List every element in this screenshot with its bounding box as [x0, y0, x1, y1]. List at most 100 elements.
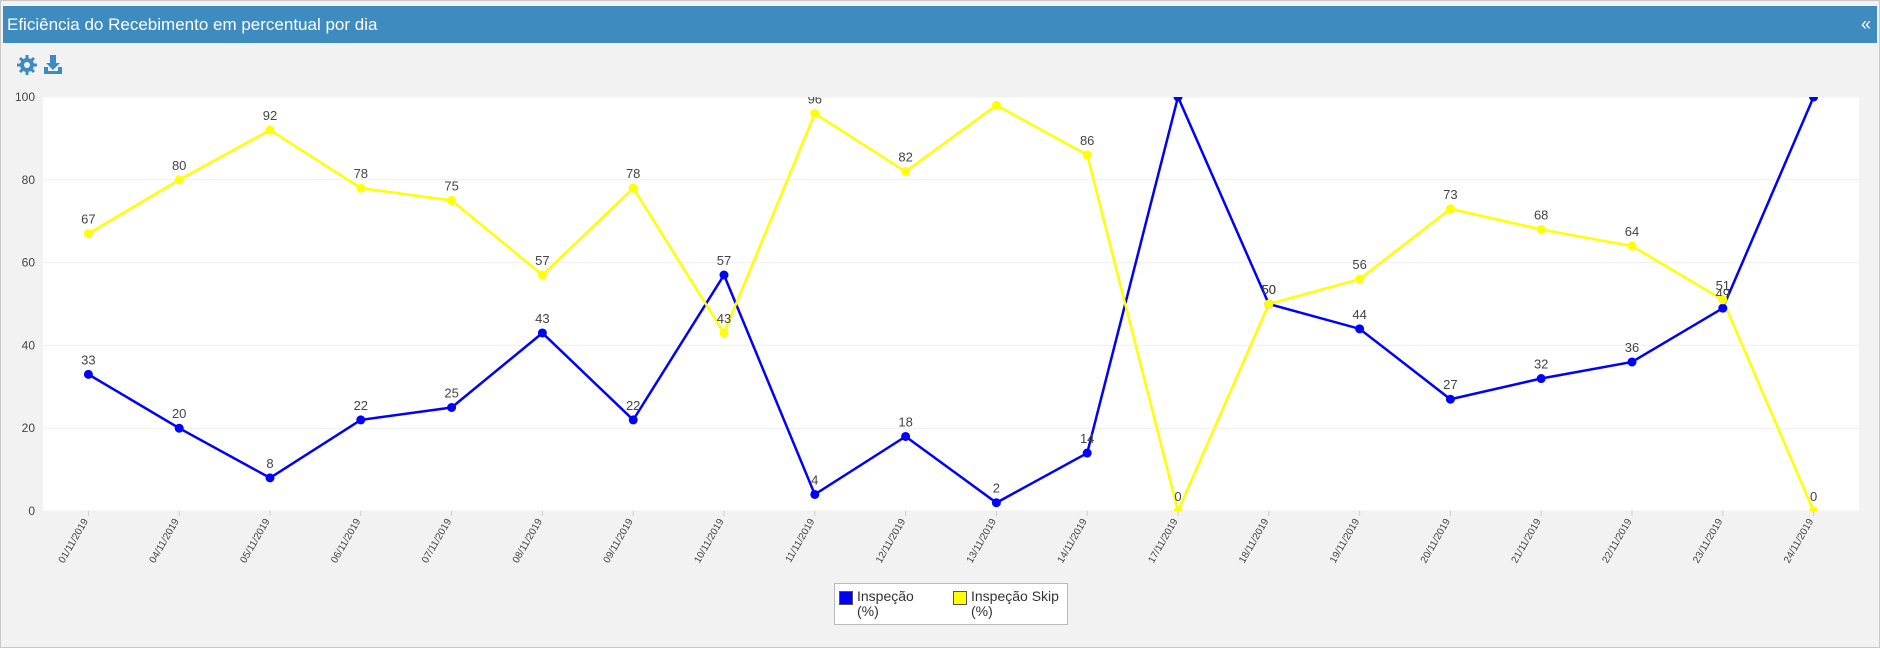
legend-swatch: [839, 591, 853, 605]
x-tick-label: 19/11/2019: [1328, 517, 1362, 566]
data-label: 86: [1080, 133, 1094, 148]
data-point: [83, 229, 93, 239]
x-tick-label: 23/11/2019: [1691, 517, 1725, 566]
data-label: 0: [1174, 489, 1181, 504]
data-label: 100: [1803, 75, 1825, 90]
data-point: [1082, 448, 1092, 458]
data-label: 4: [811, 472, 818, 487]
x-tick-label: 09/11/2019: [602, 517, 636, 566]
settings-icon[interactable]: [17, 55, 37, 75]
data-label: 18: [898, 414, 912, 429]
data-point: [810, 109, 820, 119]
y-tick-label: 0: [28, 504, 35, 518]
data-point: [1264, 299, 1274, 309]
x-tick-label: 17/11/2019: [1146, 517, 1180, 566]
x-tick-label: 06/11/2019: [329, 517, 363, 566]
data-label: 20: [172, 406, 186, 421]
y-tick-label: 20: [22, 421, 36, 435]
data-label: 98: [989, 83, 1003, 98]
data-label: 27: [1443, 377, 1457, 392]
data-point: [1355, 274, 1365, 284]
data-point: [1718, 295, 1728, 305]
data-label: 25: [444, 386, 458, 401]
x-tick-label: 04/11/2019: [148, 517, 182, 566]
data-label: 22: [354, 398, 368, 413]
x-tick-label: 10/11/2019: [692, 517, 726, 566]
data-point: [991, 498, 1001, 508]
data-point: [1536, 224, 1546, 234]
data-label: 75: [444, 179, 458, 194]
data-label: 44: [1352, 307, 1366, 322]
data-point: [174, 175, 184, 185]
data-label: 57: [717, 253, 731, 268]
data-point: [1627, 241, 1637, 251]
data-label: 67: [81, 212, 95, 227]
data-point: [447, 196, 457, 205]
y-tick-label: 100: [15, 90, 35, 104]
data-label: 43: [535, 311, 549, 326]
x-tick-label: 18/11/2019: [1237, 517, 1271, 566]
data-label: 32: [1534, 357, 1548, 372]
x-tick-label: 13/11/2019: [965, 517, 999, 566]
collapse-button[interactable]: «: [1860, 14, 1871, 34]
data-point: [1173, 506, 1183, 511]
data-point: [265, 473, 275, 483]
x-tick-label: 22/11/2019: [1600, 517, 1634, 566]
x-tick-label: 05/11/2019: [238, 517, 272, 566]
y-tick-label: 60: [22, 256, 36, 270]
data-label: 92: [263, 108, 277, 123]
data-label: 2: [993, 481, 1000, 496]
data-label: 14: [1080, 431, 1094, 446]
data-point: [1355, 324, 1365, 334]
data-point: [628, 183, 638, 193]
download-icon[interactable]: [44, 55, 62, 74]
legend-item[interactable]: Inspeção Skip (%): [953, 589, 1063, 619]
data-point: [1445, 204, 1455, 214]
data-point: [1809, 97, 1819, 102]
data-point: [1718, 303, 1728, 313]
data-label: 82: [898, 150, 912, 165]
data-label: 64: [1625, 224, 1639, 239]
data-label: 50: [1262, 282, 1276, 297]
series-line: [87, 97, 1815, 505]
data-point: [628, 415, 638, 425]
data-point: [265, 125, 275, 135]
data-label: 96: [808, 92, 822, 107]
data-point: [719, 270, 729, 280]
x-tick-label: 08/11/2019: [511, 517, 545, 566]
data-point: [901, 167, 911, 177]
data-point: [83, 369, 93, 379]
data-label: 0: [1810, 489, 1817, 504]
data-label: 36: [1625, 340, 1639, 355]
y-tick-label: 80: [22, 173, 36, 187]
data-point: [447, 403, 457, 412]
x-tick-label: 11/11/2019: [784, 517, 818, 565]
data-point: [1173, 97, 1183, 102]
data-label: 22: [626, 398, 640, 413]
data-point: [1809, 506, 1819, 511]
data-point: [537, 328, 547, 338]
panel-header: Eficiência do Recebimento em percentual …: [3, 6, 1877, 43]
legend: Inspeção (%) Inspeção Skip (%): [834, 583, 1068, 625]
panel-title: Eficiência do Recebimento em percentual …: [7, 15, 378, 34]
legend-item[interactable]: Inspeção (%): [839, 589, 949, 619]
data-label: 50: [1262, 282, 1276, 297]
legend-swatch: [953, 591, 967, 605]
x-tick-label: 01/11/2019: [57, 517, 91, 566]
plot-area: [43, 97, 1859, 511]
data-point: [1082, 150, 1092, 160]
data-point: [719, 328, 729, 338]
y-tick-label: 40: [22, 338, 36, 352]
data-point: [1536, 374, 1546, 384]
x-tick-label: 20/11/2019: [1419, 517, 1453, 566]
data-label: 80: [172, 158, 186, 173]
data-label: 78: [626, 166, 640, 181]
data-point: [356, 415, 366, 425]
legend-label: Inspeção (%): [857, 588, 914, 619]
data-point: [537, 270, 547, 280]
data-label: 51: [1716, 278, 1730, 293]
data-label: 56: [1352, 257, 1366, 272]
data-label: 8: [266, 456, 273, 471]
